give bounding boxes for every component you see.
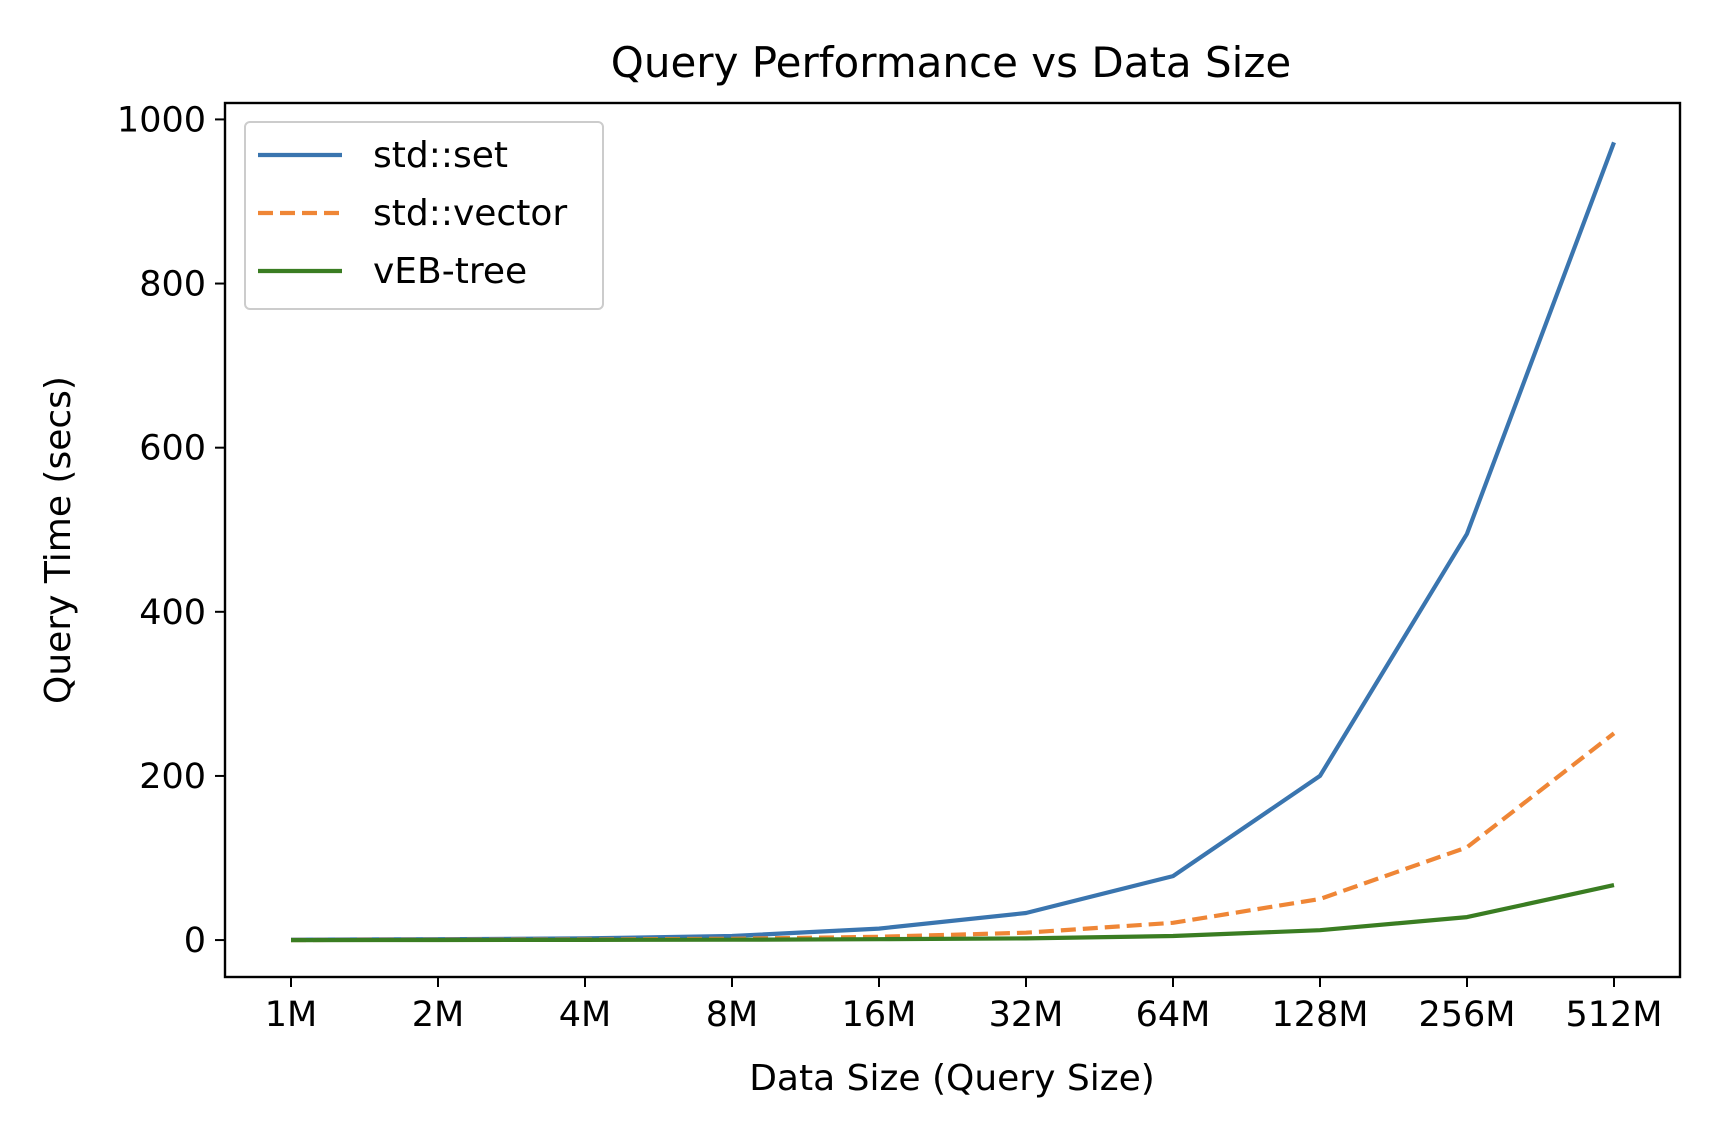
axes-frame (223, 101, 1682, 979)
y-axis: 0 200 400 600 800 1000 (117, 100, 225, 961)
x-tick-label: 4M (559, 995, 611, 1035)
x-tick-label: 256M (1418, 995, 1515, 1035)
x-tick-label: 16M (842, 995, 917, 1035)
x-tick-label: 512M (1565, 995, 1662, 1035)
y-tick-label: 1000 (117, 100, 206, 140)
y-axis-label: Query Time (secs) (38, 376, 79, 704)
x-tick-label: 32M (989, 995, 1064, 1035)
x-tick-label: 1M (265, 995, 317, 1035)
x-tick-label: 2M (412, 995, 464, 1035)
plot-area (290, 141, 1616, 943)
y-tick-label: 800 (139, 265, 206, 305)
chart-title: Query Performance vs Data Size (611, 38, 1291, 87)
x-axis-label: Data Size (Query Size) (749, 1058, 1155, 1099)
legend-box (244, 121, 604, 310)
y-tick-label: 0 (184, 921, 206, 961)
y-tick-label: 200 (139, 757, 206, 797)
series-line-veb-tree (290, 883, 1615, 943)
x-tick-label: 8M (706, 995, 758, 1035)
y-tick-label: 600 (139, 429, 206, 469)
x-tick-label: 64M (1136, 995, 1211, 1035)
series-line-std-vector (290, 731, 1616, 943)
x-tick-label: 128M (1271, 995, 1368, 1035)
legend-label: std::set (373, 135, 508, 176)
legend-label: vEB-tree (373, 251, 527, 292)
y-tick-label: 400 (139, 593, 206, 633)
x-axis: 1M 2M 4M 8M 16M 32M 64M 128M 256M 512M (265, 977, 1663, 1035)
legend-label: std::vector (373, 193, 567, 234)
